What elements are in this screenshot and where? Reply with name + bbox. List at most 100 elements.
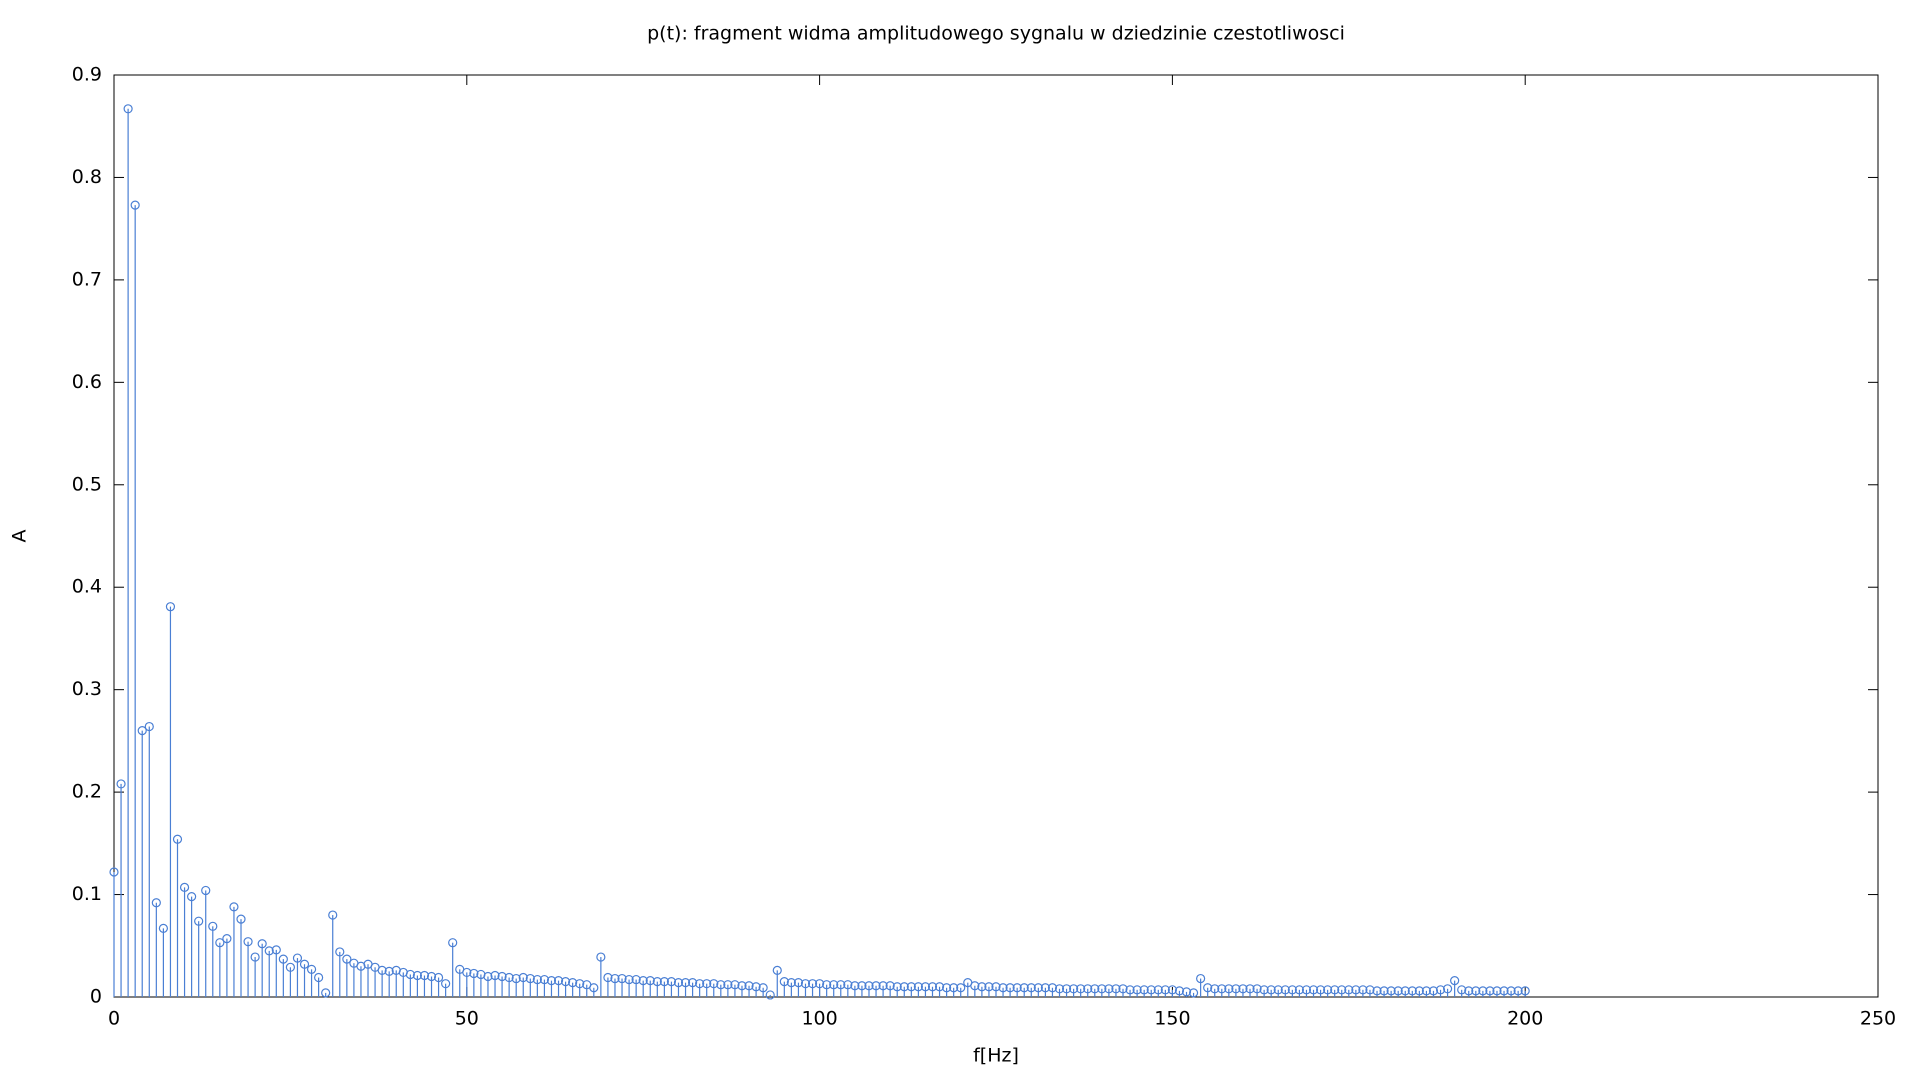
stem-marker [321, 988, 331, 998]
stem-marker [1160, 985, 1170, 995]
stem-marker [306, 964, 317, 974]
y-axis-label: A [9, 530, 31, 543]
stem-marker [1520, 986, 1530, 996]
stem-marker [1174, 986, 1185, 996]
stem-marker [1146, 985, 1156, 995]
stem-marker [1005, 983, 1015, 993]
stem-marker [222, 934, 232, 944]
stem-marker [1238, 984, 1248, 994]
stem-marker [716, 980, 726, 990]
y-tick-label: 0.3 [72, 678, 102, 700]
stem-marker [144, 721, 154, 732]
stem-marker [814, 979, 825, 989]
stem-marker [913, 982, 923, 992]
stem-marker [433, 972, 444, 983]
stem-marker [1097, 984, 1107, 994]
stem-marker [1266, 985, 1276, 995]
stem-marker [1471, 986, 1481, 996]
stem-marker [991, 982, 1001, 992]
stem-marker [215, 938, 225, 948]
stem-marker [1351, 985, 1361, 995]
stem-marker [638, 976, 648, 986]
stem-marker [596, 952, 606, 962]
stem-marker [448, 938, 458, 948]
stem-marker [631, 974, 641, 985]
stem-marker [1217, 984, 1227, 994]
stem-marker [1393, 986, 1403, 996]
stem-marker [786, 978, 796, 988]
stem-marker [1358, 985, 1368, 995]
stem-marker [130, 200, 140, 210]
stem-marker [1125, 985, 1135, 995]
stem-marker [441, 979, 451, 989]
stem-marker [857, 981, 867, 991]
stem-marker [800, 979, 811, 989]
stem-marker [779, 977, 789, 987]
stem-marker [1153, 985, 1163, 995]
stem-marker [553, 976, 564, 986]
stem-marker [151, 898, 161, 908]
stem-marker [1104, 984, 1114, 994]
stem-marker [250, 952, 260, 962]
stem-marker [1513, 986, 1523, 996]
stem-marker [539, 974, 550, 985]
y-tick-label: 0.8 [72, 166, 102, 188]
stem-marker [652, 977, 662, 987]
stem-marker [680, 978, 691, 988]
stem-marker [483, 971, 493, 982]
x-tick-label: 100 [801, 1008, 837, 1030]
stem-marker [737, 981, 747, 991]
stem-marker [843, 980, 853, 990]
stem-marker [934, 982, 945, 992]
stem-marker [702, 979, 712, 989]
stem-marker [899, 982, 909, 992]
stem-marker [1054, 984, 1065, 994]
stem-marker [264, 946, 274, 956]
stem-marker [419, 970, 430, 981]
stem-marker [1414, 986, 1424, 996]
stem-marker [687, 978, 698, 988]
stem-marker [1181, 987, 1192, 997]
stem-marker [158, 923, 168, 933]
stem-marker [412, 970, 423, 981]
stem-marker [116, 779, 126, 789]
stem-marker [1280, 985, 1290, 995]
stem-marker [927, 982, 938, 992]
stem-marker [469, 968, 479, 979]
stem-marker [1330, 985, 1340, 995]
stem-marker [1301, 985, 1312, 995]
stem-marker [1372, 986, 1382, 996]
stem-marker [1485, 986, 1495, 996]
stem-marker [1386, 986, 1396, 996]
x-tick-label: 200 [1507, 1008, 1543, 1030]
stem-marker [1478, 986, 1488, 996]
stem-marker [1069, 984, 1079, 994]
stem-marker [822, 980, 832, 990]
stem-marker [1188, 988, 1199, 998]
x-tick-label: 250 [1860, 1008, 1896, 1030]
y-tick-label: 0 [90, 986, 102, 1008]
y-tick-label: 0.5 [72, 473, 102, 495]
stem-marker [1435, 985, 1446, 995]
stem-marker [1450, 976, 1460, 986]
stem-marker [744, 981, 754, 991]
stem-marker [772, 965, 782, 975]
stem-marker [208, 921, 218, 931]
stem-marker [673, 978, 684, 988]
stem-marker [1287, 985, 1297, 995]
stem-marker [1400, 986, 1410, 996]
stem-marker [1090, 984, 1100, 994]
stem-marker [1139, 985, 1149, 995]
y-tick-label: 0.9 [72, 64, 102, 86]
stem-marker [1210, 984, 1220, 994]
x-axis-label: f[Hz] [973, 1045, 1019, 1067]
stem-marker [892, 982, 902, 992]
stem-marker [1196, 973, 1206, 984]
stem-marker [765, 990, 775, 1000]
stem-marker [1033, 983, 1043, 993]
stem-marker [278, 954, 288, 964]
x-tick-label: 0 [108, 1008, 120, 1030]
stem-marker [285, 962, 295, 972]
